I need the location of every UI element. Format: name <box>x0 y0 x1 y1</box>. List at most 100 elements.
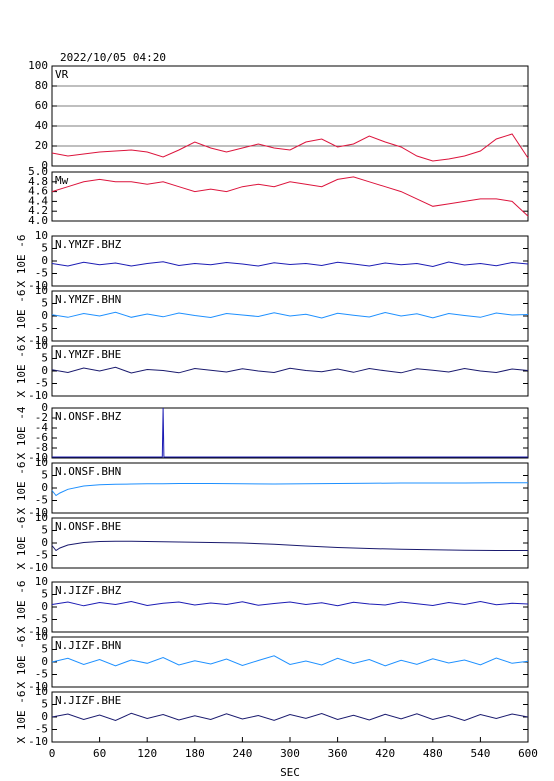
y-tick-label: 60 <box>35 99 48 112</box>
y-tick-label: 4.8 <box>28 175 48 188</box>
y-tick-label: -6 <box>35 431 48 444</box>
y-tick-label: 0 <box>41 364 48 377</box>
panel-frame <box>51 517 529 569</box>
y-tick-label: 5 <box>41 643 48 656</box>
panel-frame <box>51 581 529 633</box>
y-tick-label: 0 <box>41 536 48 549</box>
y-tick-label: -5 <box>35 549 48 562</box>
panel-frame <box>51 462 529 514</box>
x-tick-label: 120 <box>137 747 157 760</box>
trace-line <box>51 261 529 268</box>
y-tick-label: 0 <box>41 159 48 172</box>
x-tick-label: 300 <box>280 747 300 760</box>
panel-frame <box>51 235 529 287</box>
y-tick-label: -4 <box>35 421 49 434</box>
x-tick-label: 180 <box>185 747 205 760</box>
y-tick-label: -5 <box>35 267 48 280</box>
y-tick-label: -10 <box>28 561 48 574</box>
y-tick-label: 4.0 <box>28 214 48 227</box>
y-tick-label: -10 <box>28 334 48 347</box>
panel-label: N.ONSF.BHN <box>55 465 121 478</box>
y-tick-label: -5 <box>35 668 48 681</box>
y-axis-label: X 10E -6 <box>15 345 28 398</box>
x-tick-label: 420 <box>375 747 395 760</box>
panel-label: VR <box>55 68 69 81</box>
panel-label: N.YMZF.BHZ <box>55 238 122 251</box>
y-tick-label: 5 <box>41 352 48 365</box>
y-tick-label: 5 <box>41 698 48 711</box>
y-tick-label: 10 <box>35 284 48 297</box>
y-tick-label: 10 <box>35 511 48 524</box>
panel-label: N.YMZF.BHE <box>55 348 121 361</box>
y-axis-label: X 10E -6 <box>15 290 28 343</box>
x-tick-label: 60 <box>93 747 106 760</box>
x-tick-label: 600 <box>518 747 538 760</box>
y-tick-label: 80 <box>35 79 48 92</box>
y-axis-label: X 10E -6 <box>15 235 28 288</box>
panel-frame <box>51 345 529 397</box>
trace-line <box>51 712 529 722</box>
trace-line <box>51 600 529 607</box>
y-tick-label: 0 <box>41 401 48 414</box>
y-tick-label: -10 <box>28 735 48 748</box>
y-axis-label: X 10E -4 <box>15 406 28 459</box>
y-tick-label: 5 <box>41 297 48 310</box>
y-tick-label: 10 <box>35 229 48 242</box>
y-tick-label: 4.2 <box>28 204 48 217</box>
y-tick-label: 0 <box>41 481 48 494</box>
y-tick-label: 10 <box>35 630 48 643</box>
y-tick-label: 10 <box>35 575 48 588</box>
y-tick-label: 100 <box>28 59 48 72</box>
panel-label: N.YMZF.BHN <box>55 293 121 306</box>
y-tick-label: 10 <box>35 339 48 352</box>
trace-line <box>51 540 528 552</box>
panel-label: Mw <box>55 174 69 187</box>
y-tick-label: 0 <box>41 600 48 613</box>
y-tick-label: 40 <box>35 119 48 132</box>
y-tick-label: 4.4 <box>28 194 48 207</box>
y-tick-label: 0 <box>41 710 48 723</box>
y-tick-label: 5 <box>41 524 48 537</box>
y-axis-label: X 10E -6 <box>15 581 28 634</box>
y-tick-label: 5.0 <box>28 165 48 178</box>
y-tick-label: 4.6 <box>28 185 48 198</box>
y-axis-label: X 10E -6 <box>15 691 28 744</box>
y-tick-label: 5 <box>41 469 48 482</box>
y-tick-label: 0 <box>41 309 48 322</box>
x-tick-label: 540 <box>470 747 490 760</box>
y-tick-label: -10 <box>28 506 48 519</box>
y-tick-label: -10 <box>28 451 48 464</box>
y-tick-label: -5 <box>35 613 48 626</box>
trace-line <box>51 311 529 319</box>
x-axis-label: SEC <box>280 766 300 779</box>
y-tick-label: 0 <box>41 655 48 668</box>
x-tick-label: 480 <box>423 747 443 760</box>
y-tick-label: -2 <box>35 411 48 424</box>
y-tick-label: -10 <box>28 279 48 292</box>
y-tick-label: -5 <box>35 377 48 390</box>
y-tick-label: 10 <box>35 685 48 698</box>
panel-label: N.JIZF.BHE <box>55 694 121 707</box>
trace-line <box>51 366 529 374</box>
trace-line <box>51 482 528 497</box>
y-tick-label: 5 <box>41 588 48 601</box>
x-tick-label: 360 <box>328 747 348 760</box>
panel-frame <box>51 171 529 222</box>
y-axis-label: X 10E -6 <box>15 462 28 515</box>
y-tick-label: -5 <box>35 322 48 335</box>
y-tick-label: 5 <box>41 242 48 255</box>
y-tick-label: -5 <box>35 494 48 507</box>
y-axis-label: X 10E -6 <box>15 517 28 570</box>
y-tick-label: -5 <box>35 723 48 736</box>
trace-line <box>51 133 529 162</box>
trace-line <box>51 176 529 217</box>
y-tick-label: 20 <box>35 139 48 152</box>
x-tick-label: 240 <box>232 747 252 760</box>
chart-title: 2022/10/05 04:20 <box>60 51 166 64</box>
y-tick-label: -10 <box>28 389 48 402</box>
y-tick-label: -8 <box>35 441 48 454</box>
panel-label: N.JIZF.BHZ <box>55 584 122 597</box>
trace-line <box>51 655 529 667</box>
y-tick-label: -10 <box>28 680 48 693</box>
